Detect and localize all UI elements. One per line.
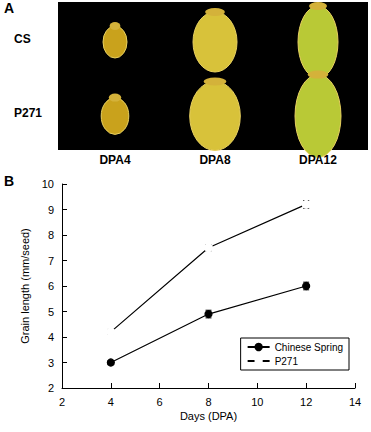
svg-text:Chinese Spring: Chinese Spring — [275, 342, 343, 353]
svg-text:8: 8 — [205, 396, 211, 408]
svg-text:6: 6 — [48, 280, 54, 292]
html-text:DPA8: DPA8 — [199, 153, 231, 167]
svg-text:4: 4 — [48, 331, 54, 343]
svg-text:10: 10 — [251, 396, 263, 408]
svg-text:12: 12 — [300, 396, 312, 408]
html-text:CS: CS — [14, 32, 31, 46]
svg-text:P271: P271 — [275, 356, 299, 367]
html-text:DPA12: DPA12 — [299, 153, 337, 167]
svg-text:7: 7 — [48, 255, 54, 267]
svg-text:10: 10 — [42, 178, 54, 190]
svg-text:2: 2 — [59, 396, 65, 408]
svg-text:8: 8 — [48, 229, 54, 241]
svg-text:9: 9 — [48, 204, 54, 216]
svg-text:6: 6 — [157, 396, 163, 408]
svg-text:Days (DPA): Days (DPA) — [180, 410, 237, 422]
svg-text:B: B — [4, 173, 14, 189]
svg-text:2: 2 — [48, 382, 54, 394]
svg-text:4: 4 — [108, 396, 114, 408]
svg-text:Grain length (mm/seed): Grain length (mm/seed) — [19, 228, 31, 344]
html-text:P271: P271 — [14, 106, 42, 120]
svg-text:14: 14 — [349, 396, 361, 408]
html-text:DPA4: DPA4 — [99, 153, 131, 167]
svg-text:3: 3 — [48, 357, 54, 369]
html-text:A: A — [4, 0, 15, 16]
svg-text:5: 5 — [48, 306, 54, 318]
